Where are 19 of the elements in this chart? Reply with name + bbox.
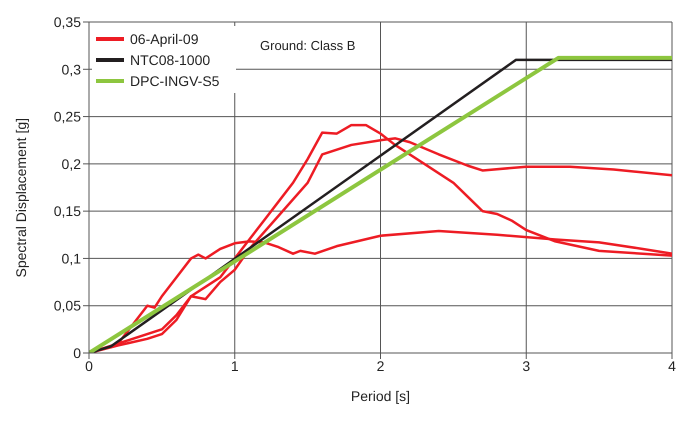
x-axis-title: Period [s] — [350, 388, 410, 404]
y-tick-label: 0,35 — [54, 14, 82, 30]
x-tick-label: 0 — [85, 358, 94, 374]
y-tick-label: 0,05 — [54, 298, 82, 314]
y-tick-label: 0,2 — [62, 156, 82, 172]
x-tick-label: 4 — [668, 358, 676, 374]
legend-label: 06-April-09 — [130, 30, 198, 46]
y-axis-title: Spectral Displacement [g] — [12, 118, 29, 278]
x-tick-label: 1 — [230, 358, 239, 374]
legend-label: DPC-INGV-S5 — [130, 72, 220, 88]
x-tick-label: 3 — [522, 358, 530, 374]
y-tick-label: 0,25 — [54, 108, 82, 125]
y-tick-label: 0 — [73, 344, 82, 361]
x-tick-label: 2 — [376, 358, 385, 374]
y-tick-label: 0,1 — [62, 250, 82, 266]
y-tick-label: 0,3 — [62, 61, 82, 78]
y-tick-label: 0,15 — [54, 203, 82, 220]
annotation: Ground: Class B — [260, 38, 356, 53]
legend-label: NTC08-1000 — [130, 52, 210, 68]
